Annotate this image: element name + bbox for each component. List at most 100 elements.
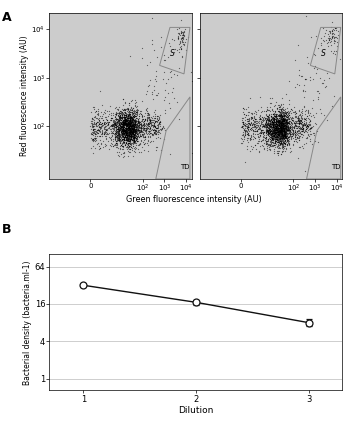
Point [115, 117, 121, 124]
Point [266, 131, 271, 138]
Point [127, 116, 132, 123]
Point [96, 115, 102, 122]
Point [123, 124, 128, 131]
Point [262, 121, 268, 127]
Point [277, 130, 283, 137]
Point [89, 123, 95, 130]
Point [297, 125, 303, 132]
Point [256, 136, 262, 142]
Point [281, 133, 287, 140]
Point [273, 131, 279, 138]
Point [130, 122, 136, 129]
Point [308, 124, 314, 131]
Point [279, 148, 285, 155]
Point [258, 127, 264, 133]
Point [155, 120, 160, 127]
Point [278, 119, 283, 126]
Point [271, 123, 276, 130]
Point [127, 118, 133, 125]
Point [127, 127, 132, 134]
Point [110, 120, 115, 127]
Point [120, 121, 126, 127]
Point [276, 112, 282, 119]
Point [254, 139, 260, 146]
Point [130, 114, 135, 121]
Point [273, 119, 278, 126]
Point [142, 124, 148, 131]
Point [265, 142, 271, 149]
Point [127, 141, 133, 148]
Point [274, 136, 280, 143]
Point [181, 42, 187, 48]
Point [283, 134, 288, 141]
Point [118, 119, 123, 126]
Point [137, 118, 143, 125]
Point [156, 119, 162, 126]
Point [252, 119, 258, 126]
Point [252, 108, 257, 115]
Point [268, 127, 274, 134]
Point [297, 135, 302, 142]
Point [123, 121, 128, 127]
Point [110, 128, 115, 135]
Point [104, 130, 110, 137]
Point [118, 123, 123, 130]
Point [299, 115, 305, 122]
Point [103, 131, 109, 138]
Point [240, 118, 246, 125]
Point [125, 124, 131, 131]
Point [100, 110, 106, 117]
Point [270, 127, 275, 134]
Point [126, 132, 132, 139]
Point [126, 128, 132, 135]
Point [121, 119, 126, 126]
Point [281, 127, 287, 133]
Point [273, 130, 279, 136]
Point [287, 118, 292, 124]
Point [257, 124, 263, 131]
Point [142, 126, 148, 133]
Point [278, 121, 283, 128]
Point [145, 88, 150, 94]
Point [294, 138, 299, 145]
Point [118, 133, 123, 140]
Point [281, 139, 286, 146]
Point [280, 144, 286, 151]
Point [147, 116, 153, 123]
Point [285, 127, 291, 134]
Point [138, 124, 144, 131]
Point [97, 124, 103, 130]
Point [94, 114, 100, 121]
Point [112, 121, 118, 128]
Point [118, 110, 124, 117]
Point [301, 129, 307, 136]
Point [149, 91, 155, 98]
Point [130, 121, 136, 128]
Point [95, 126, 100, 133]
Point [298, 108, 304, 115]
Point [279, 139, 284, 146]
Point [113, 116, 118, 123]
Point [271, 116, 277, 123]
Point [114, 115, 119, 122]
Point [150, 96, 156, 103]
Point [279, 118, 285, 124]
Point [133, 145, 138, 152]
Point [286, 124, 292, 131]
Point [117, 116, 122, 123]
Point [261, 128, 267, 135]
Point [293, 108, 298, 115]
Point [292, 129, 297, 136]
Point [106, 108, 112, 115]
Point [240, 121, 246, 127]
Point [276, 148, 282, 154]
Point [118, 128, 124, 135]
Point [114, 139, 119, 146]
Point [294, 135, 300, 142]
Point [277, 127, 283, 134]
Point [264, 105, 270, 112]
Point [251, 112, 257, 119]
Point [118, 124, 124, 131]
Point [282, 127, 288, 134]
Point [134, 127, 139, 133]
